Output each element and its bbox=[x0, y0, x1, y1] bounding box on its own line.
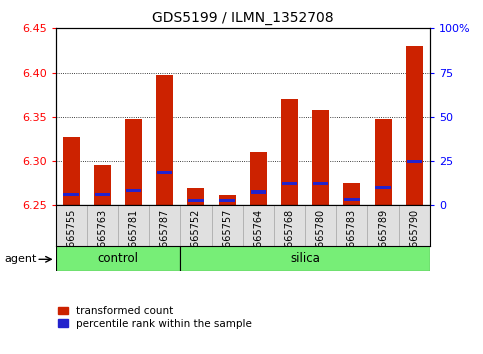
Bar bbox=[87, 205, 118, 246]
Bar bbox=[180, 205, 212, 246]
Text: GSM665781: GSM665781 bbox=[128, 209, 139, 268]
Bar bbox=[149, 205, 180, 246]
Bar bbox=[274, 205, 305, 246]
Text: GSM665780: GSM665780 bbox=[316, 209, 326, 268]
Bar bbox=[374, 119, 392, 205]
Bar bbox=[94, 165, 111, 205]
Text: GSM665790: GSM665790 bbox=[409, 209, 419, 268]
Legend: transformed count, percentile rank within the sample: transformed count, percentile rank withi… bbox=[58, 306, 252, 329]
Text: GSM665789: GSM665789 bbox=[378, 209, 388, 268]
Bar bbox=[375, 186, 391, 189]
Bar bbox=[126, 189, 141, 192]
Bar bbox=[313, 182, 328, 185]
Bar bbox=[282, 182, 297, 185]
Bar bbox=[157, 171, 172, 174]
Bar bbox=[187, 188, 204, 205]
Bar bbox=[56, 246, 180, 271]
Bar bbox=[180, 246, 430, 271]
Bar bbox=[343, 183, 360, 205]
Title: GDS5199 / ILMN_1352708: GDS5199 / ILMN_1352708 bbox=[152, 11, 334, 24]
Bar bbox=[250, 152, 267, 205]
Text: control: control bbox=[98, 252, 139, 265]
Bar bbox=[212, 205, 242, 246]
Bar bbox=[156, 75, 173, 205]
Text: GSM665752: GSM665752 bbox=[191, 209, 201, 268]
Text: GSM665757: GSM665757 bbox=[222, 209, 232, 268]
Bar bbox=[95, 193, 110, 196]
Bar bbox=[218, 195, 236, 205]
Text: GSM665764: GSM665764 bbox=[253, 209, 263, 268]
Bar bbox=[125, 119, 142, 205]
Text: GSM665755: GSM665755 bbox=[66, 209, 76, 268]
Bar bbox=[406, 46, 423, 205]
Bar bbox=[336, 205, 368, 246]
Bar bbox=[219, 199, 235, 202]
Bar bbox=[312, 110, 329, 205]
Bar bbox=[118, 205, 149, 246]
Bar bbox=[407, 160, 422, 162]
Bar bbox=[188, 199, 204, 202]
Bar bbox=[398, 205, 430, 246]
Bar bbox=[281, 99, 298, 205]
Text: GSM665787: GSM665787 bbox=[160, 209, 170, 268]
Bar bbox=[368, 205, 398, 246]
Text: agent: agent bbox=[5, 255, 37, 264]
Bar bbox=[63, 193, 79, 196]
Bar bbox=[242, 205, 274, 246]
Text: GSM665783: GSM665783 bbox=[347, 209, 357, 268]
Bar bbox=[63, 137, 80, 205]
Text: GSM665763: GSM665763 bbox=[98, 209, 107, 268]
Bar bbox=[344, 198, 360, 201]
Bar bbox=[251, 190, 266, 194]
Text: silica: silica bbox=[290, 252, 320, 265]
Text: GSM665768: GSM665768 bbox=[284, 209, 295, 268]
Bar bbox=[305, 205, 336, 246]
Bar bbox=[56, 205, 87, 246]
